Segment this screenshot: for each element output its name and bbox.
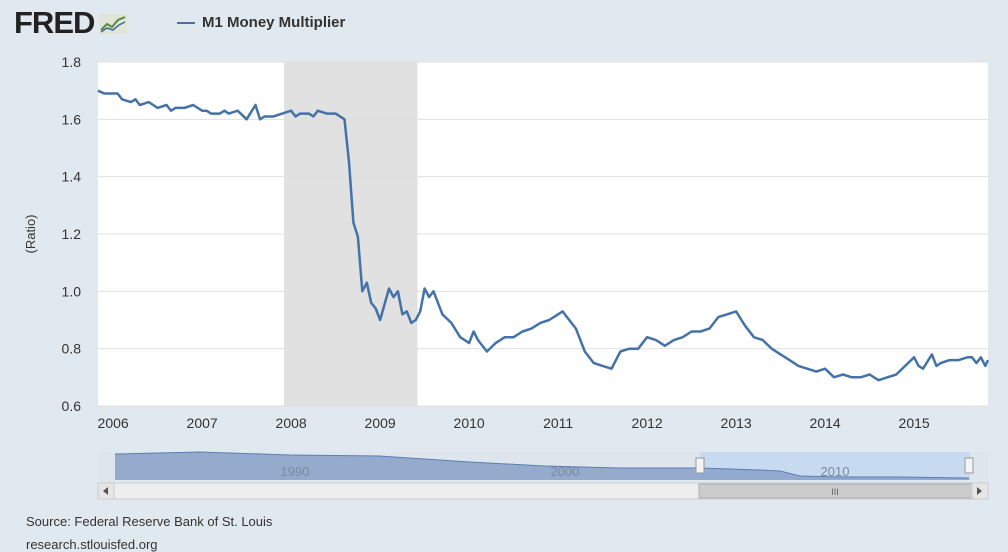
navigator-year-label: 2000 xyxy=(551,464,580,479)
navigator-year-label: 2010 xyxy=(821,464,850,479)
legend-label: M1 Money Multiplier xyxy=(202,14,346,31)
navigator[interactable]: 1990 2000 2010 xyxy=(98,451,988,480)
x-tick-label: 2014 xyxy=(810,415,841,431)
source-line-1: Source: Federal Reserve Bank of St. Loui… xyxy=(26,514,273,529)
y-tick-label: 0.8 xyxy=(62,341,82,357)
y-tick-label: 1.2 xyxy=(62,226,82,242)
navigator-right-handle[interactable] xyxy=(964,457,974,474)
y-tick-label: 0.6 xyxy=(62,398,82,414)
chevron-right-icon xyxy=(977,487,982,495)
scrollbar-grip-icon: III xyxy=(831,487,839,497)
scrollbar[interactable]: III xyxy=(97,482,989,500)
fred-line-chart-icon xyxy=(99,14,128,34)
x-tick-label: 2013 xyxy=(721,415,752,431)
x-tick-label: 2012 xyxy=(632,415,663,431)
x-tick-label: 2011 xyxy=(543,415,573,431)
y-tick-label: 1.8 xyxy=(62,54,82,70)
x-tick-label: 2006 xyxy=(98,415,129,431)
y-axis-label: (Ratio) xyxy=(23,214,38,253)
source-line-2: research.stlouisfed.org xyxy=(26,537,158,552)
x-tick-label: 2010 xyxy=(454,415,485,431)
x-tick-label: 2008 xyxy=(276,415,307,431)
navigator-series-line xyxy=(114,451,970,479)
legend-swatch xyxy=(177,21,195,24)
navigator-year-label: 1990 xyxy=(281,464,310,479)
x-tick-label: 2015 xyxy=(899,415,930,431)
series-line-m1-money-multiplier xyxy=(97,89,990,382)
x-tick-label: 2009 xyxy=(365,415,396,431)
chevron-left-icon xyxy=(103,487,108,495)
fred-wordmark: FRED xyxy=(14,4,95,40)
fred-logo[interactable]: FRED xyxy=(14,4,128,40)
y-tick-label: 1.0 xyxy=(62,283,82,299)
navigator-left-handle[interactable] xyxy=(695,457,705,474)
y-tick-label: 1.4 xyxy=(62,169,82,185)
x-tick-label: 2007 xyxy=(187,415,218,431)
y-tick-label: 1.6 xyxy=(62,111,82,127)
chart-legend[interactable]: M1 Money Multiplier xyxy=(177,14,345,31)
